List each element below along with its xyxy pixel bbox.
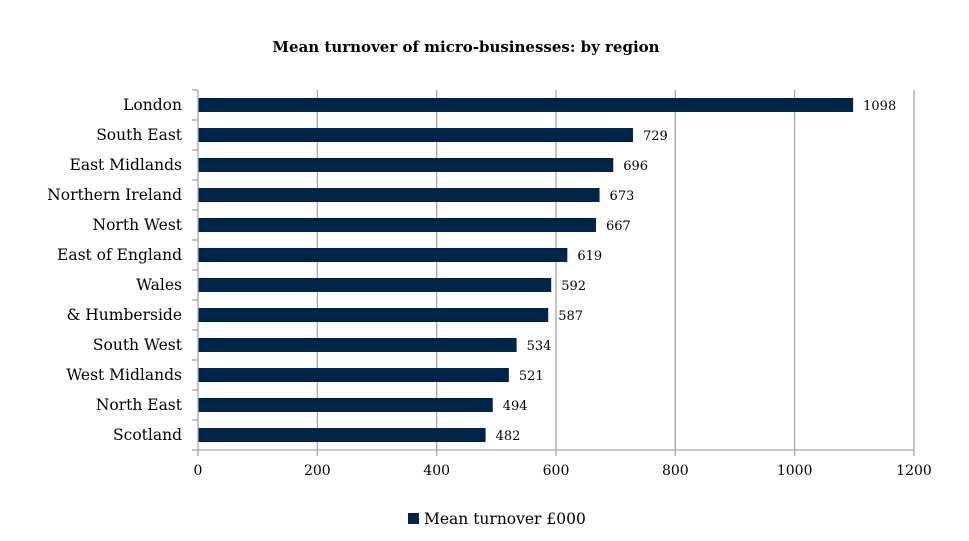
data-label: 521 bbox=[519, 369, 544, 384]
bar bbox=[198, 158, 614, 172]
x-tick-label: 400 bbox=[423, 463, 450, 479]
category-label: South East bbox=[96, 126, 183, 144]
category-label: South West bbox=[93, 336, 183, 354]
data-label: 494 bbox=[503, 399, 528, 414]
data-label: 696 bbox=[623, 159, 648, 174]
data-label: 673 bbox=[610, 189, 635, 204]
data-label: 667 bbox=[606, 219, 631, 234]
bar bbox=[198, 308, 549, 322]
x-tick-label: 1000 bbox=[777, 463, 813, 479]
bar bbox=[198, 218, 596, 232]
bar bbox=[198, 338, 517, 352]
data-label: 729 bbox=[643, 129, 668, 144]
bar bbox=[198, 428, 486, 442]
x-tick-label: 800 bbox=[662, 463, 689, 479]
x-tick-label: 200 bbox=[304, 463, 331, 479]
legend-swatch bbox=[408, 513, 419, 524]
x-tick-label: 600 bbox=[543, 463, 570, 479]
category-label: Northern Ireland bbox=[47, 186, 182, 204]
bar bbox=[198, 98, 854, 112]
bar bbox=[198, 368, 509, 382]
chart-title: Mean turnover of micro-businesses: by re… bbox=[272, 38, 659, 56]
x-tick-label: 1200 bbox=[896, 463, 932, 479]
category-label: East of England bbox=[57, 246, 182, 264]
data-label: 619 bbox=[577, 249, 602, 264]
data-label: 587 bbox=[558, 309, 583, 324]
category-label: London bbox=[123, 96, 182, 114]
bar bbox=[198, 398, 493, 412]
bar bbox=[198, 188, 600, 202]
legend: Mean turnover £000 bbox=[408, 510, 586, 528]
category-label: Wales bbox=[136, 276, 182, 294]
category-label: North East bbox=[96, 396, 183, 414]
category-label: & Humberside bbox=[67, 306, 182, 324]
bar bbox=[198, 248, 568, 262]
bar bbox=[198, 128, 633, 142]
data-label: 1098 bbox=[863, 99, 896, 114]
category-label: West Midlands bbox=[66, 366, 182, 384]
legend-label: Mean turnover £000 bbox=[424, 510, 586, 528]
category-label: Scotland bbox=[113, 426, 182, 444]
category-label: East Midlands bbox=[70, 156, 183, 174]
data-label: 592 bbox=[561, 279, 586, 294]
x-tick-label: 0 bbox=[194, 463, 203, 479]
category-label: North West bbox=[93, 216, 183, 234]
data-label: 482 bbox=[496, 429, 521, 444]
bar bbox=[198, 278, 552, 292]
data-label: 534 bbox=[527, 339, 552, 354]
